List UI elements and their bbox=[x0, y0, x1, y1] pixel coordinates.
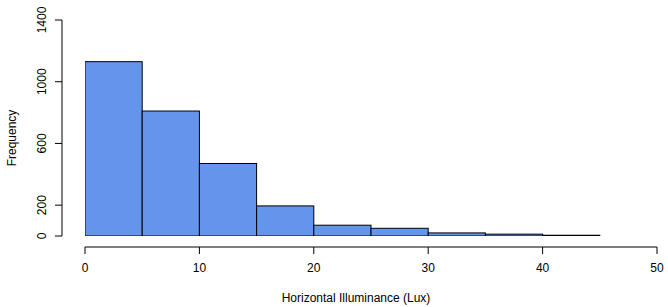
x-tick bbox=[199, 247, 200, 254]
y-axis: 0 200 600 1000 1400 bbox=[35, 6, 62, 239]
x-axis: 0 10 20 30 40 50 bbox=[82, 247, 664, 275]
y-tick bbox=[55, 81, 62, 82]
x-tick-label: 40 bbox=[536, 261, 550, 275]
histogram-bar bbox=[485, 234, 542, 236]
chart-svg: 0 10 20 30 40 50 0 200 600 1000 1400 Horizontal Ill… bbox=[0, 0, 668, 307]
x-tick bbox=[313, 247, 314, 254]
histogram-bar bbox=[314, 225, 371, 236]
y-tick-label: 0 bbox=[35, 232, 49, 239]
histogram-bar bbox=[371, 228, 428, 236]
histogram-bar bbox=[257, 206, 314, 236]
histogram-bar bbox=[543, 235, 600, 236]
y-tick bbox=[55, 236, 62, 237]
x-tick-label: 20 bbox=[307, 261, 321, 275]
y-tick-label: 600 bbox=[35, 133, 49, 153]
x-tick bbox=[428, 247, 429, 254]
bars bbox=[85, 62, 600, 236]
x-tick bbox=[85, 247, 86, 254]
x-axis-line bbox=[85, 247, 657, 248]
histogram-bar bbox=[428, 233, 485, 236]
x-tick bbox=[542, 247, 543, 254]
chart-container: 0 10 20 30 40 50 0 200 600 1000 1400 Horizontal Ill… bbox=[0, 0, 668, 307]
y-tick bbox=[55, 143, 62, 144]
x-tick-label: 0 bbox=[82, 261, 89, 275]
histogram-bar bbox=[199, 163, 256, 236]
y-tick-label: 200 bbox=[35, 195, 49, 215]
y-axis-line bbox=[62, 20, 63, 236]
histogram-bar bbox=[142, 111, 199, 236]
x-tick-label: 30 bbox=[422, 261, 436, 275]
y-tick-label: 1000 bbox=[35, 68, 49, 95]
y-tick-label: 1400 bbox=[35, 6, 49, 33]
x-tick-label: 10 bbox=[193, 261, 207, 275]
x-axis-title: Horizontal Illuminance (Lux) bbox=[282, 291, 431, 305]
histogram-bar bbox=[85, 62, 142, 236]
y-tick bbox=[55, 205, 62, 206]
y-tick bbox=[55, 20, 62, 21]
x-tick bbox=[657, 247, 658, 254]
y-axis-title: Frequency bbox=[5, 110, 19, 167]
x-tick-label: 50 bbox=[650, 261, 664, 275]
